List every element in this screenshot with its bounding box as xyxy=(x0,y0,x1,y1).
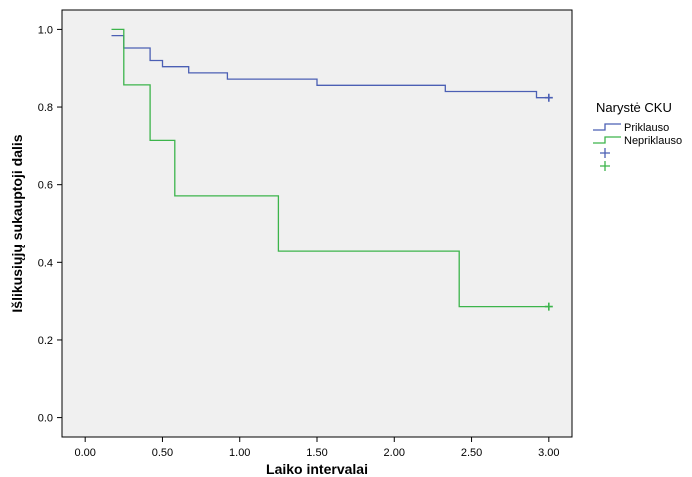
censor-marker-2 xyxy=(544,302,553,311)
x-axis-ticks: 0.00 0.50 1.00 1.50 2.00 2.50 3.00 xyxy=(74,437,560,459)
x-tick-label: 1.00 xyxy=(229,447,250,459)
legend-entry-label: Nepriklauso xyxy=(624,135,682,147)
y-tick-label: 0.6 xyxy=(38,180,53,192)
y-tick-label: 0.2 xyxy=(38,335,53,347)
y-tick-label: 0.8 xyxy=(38,102,53,114)
x-tick-label: 2.50 xyxy=(461,447,482,459)
y-axis-title: Išlikusiųjų sukauptoji dalis xyxy=(9,134,25,312)
series-line-2 xyxy=(111,28,549,308)
legend-censor-symbol xyxy=(600,161,610,171)
legend-entry-label: Priklauso xyxy=(624,122,669,134)
legend-line-symbol xyxy=(593,136,621,144)
legend-censor-symbol xyxy=(600,148,610,158)
x-axis-title: Laiko intervalai xyxy=(266,461,368,477)
x-tick-label: 2.00 xyxy=(384,447,405,459)
y-tick-label: 1.0 xyxy=(38,24,53,36)
x-tick-label: 1.50 xyxy=(306,447,327,459)
legend-line-symbol xyxy=(593,123,621,131)
y-tick-label: 0.0 xyxy=(38,413,53,425)
x-tick-label: 3.00 xyxy=(538,447,559,459)
censor-marker-1 xyxy=(544,93,553,102)
series-layer xyxy=(111,28,553,311)
x-tick-label: 0.50 xyxy=(152,447,173,459)
legend-title: Narystė CKU xyxy=(596,100,672,115)
y-axis-ticks: 0.0 0.2 0.4 0.6 0.8 1.0 xyxy=(38,24,62,425)
y-tick-label: 0.4 xyxy=(38,257,53,269)
series-line-1 xyxy=(111,34,549,99)
x-tick-label: 0.00 xyxy=(74,447,95,459)
plot-area xyxy=(61,9,573,438)
